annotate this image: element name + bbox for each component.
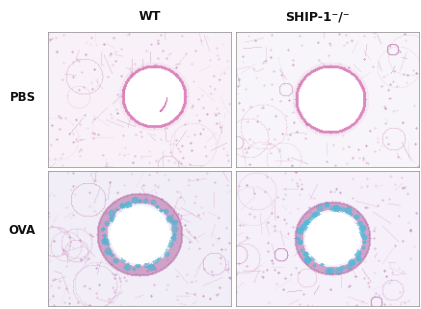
Text: WT: WT <box>138 11 161 23</box>
Text: SHIP-1⁻/⁻: SHIP-1⁻/⁻ <box>285 11 350 23</box>
Text: OVA: OVA <box>9 224 36 237</box>
Text: PBS: PBS <box>10 91 36 104</box>
